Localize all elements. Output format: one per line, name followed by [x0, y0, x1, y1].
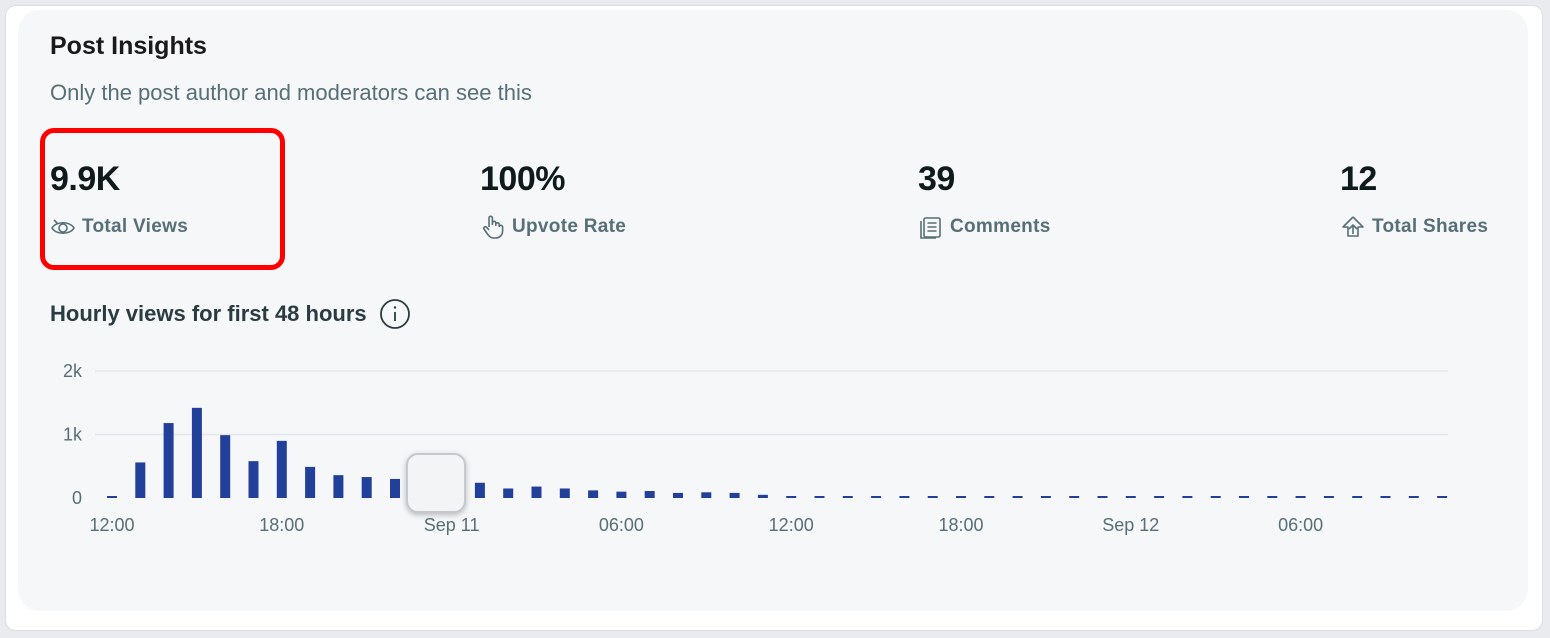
x-tick-label: 06:00 [1278, 515, 1323, 535]
y-tick-label: 0 [72, 488, 82, 508]
hand-pointer-icon [480, 214, 506, 240]
x-tick-label: Sep 12 [1102, 515, 1159, 535]
page-title: Post Insights [50, 32, 207, 60]
chart-bar[interactable] [1210, 496, 1221, 498]
chart-bar[interactable] [956, 496, 966, 498]
chart-bar[interactable] [616, 491, 627, 498]
post-insights-card [18, 10, 1528, 611]
chart-bar[interactable] [191, 407, 202, 498]
chart-bar[interactable] [276, 440, 287, 498]
y-tick-label: 2k [63, 361, 83, 381]
chart-bar[interactable] [927, 496, 938, 498]
chart-bar[interactable] [984, 496, 995, 498]
comments-icon [918, 214, 944, 240]
chart-hover-handle[interactable] [406, 453, 466, 513]
stat-label: Comments [950, 216, 1051, 237]
chart-bar[interactable] [786, 496, 797, 498]
chart-bar[interactable] [559, 488, 570, 498]
chart-bar[interactable] [163, 423, 174, 498]
chart-heading: Hourly views for first 48 hours [50, 298, 411, 330]
chart-bar[interactable] [390, 478, 400, 498]
chart-bar[interactable] [1154, 496, 1165, 498]
chart-bar[interactable] [107, 496, 117, 498]
chart-bar[interactable] [248, 461, 259, 498]
stat-value: 39 [918, 160, 955, 198]
chart-bar[interactable] [135, 462, 146, 498]
chart-bar[interactable] [1040, 496, 1051, 498]
x-tick-label: 18:00 [259, 515, 304, 535]
chart-bar[interactable] [842, 496, 853, 498]
stat-value: 100% [480, 160, 565, 198]
chart-bar[interactable] [644, 491, 655, 498]
chart-bar[interactable] [503, 488, 514, 498]
hourly-views-chart: 0 1k 2k 12:00 18:00 Sep 11 06:00 12:00 18:00 Sep … [63, 361, 1448, 535]
chart-bar[interactable] [701, 492, 712, 498]
chart-bar[interactable] [1323, 496, 1334, 498]
chart-bar[interactable] [1437, 496, 1448, 498]
chart-bar[interactable] [333, 475, 344, 498]
highlight-box-total-views [40, 128, 285, 270]
chart-bar[interactable] [1408, 496, 1419, 498]
chart-bar[interactable] [588, 490, 599, 498]
chart-bar[interactable] [1125, 496, 1136, 498]
x-tick-label: Sep 11 [424, 515, 480, 535]
stat-comments: 39 Comments [918, 160, 1050, 239]
stat-value: 12 [1340, 160, 1377, 198]
stat-label: Total Views [82, 216, 189, 237]
chart-bar[interactable] [305, 466, 316, 498]
chart-bar[interactable] [757, 494, 768, 498]
chart-bar[interactable] [531, 486, 542, 498]
eye-icon [50, 214, 76, 240]
chart-bar[interactable] [1267, 496, 1278, 498]
chart-bar[interactable] [1182, 496, 1193, 498]
stat-total-views: 9.9K Total Views [50, 160, 188, 237]
chart-bar[interactable] [1380, 496, 1391, 498]
chart-bar[interactable] [1012, 496, 1023, 498]
stat-total-shares: 12 Total Shares [1340, 160, 1488, 237]
share-arrow-icon [1340, 214, 1366, 240]
chart-bar[interactable] [361, 477, 372, 498]
chart-bar[interactable] [899, 496, 910, 498]
x-tick-label: 12:00 [769, 515, 814, 535]
chart-bar[interactable] [1069, 496, 1080, 498]
chart-bar[interactable] [1352, 496, 1363, 498]
info-icon[interactable] [379, 298, 411, 330]
stat-label: Upvote Rate [512, 216, 627, 237]
x-tick-label: 12:00 [89, 515, 134, 535]
stat-value: 9.9K [50, 160, 120, 198]
stat-upvote-rate: 100% Upvote Rate [480, 160, 626, 239]
chart-bar[interactable] [220, 435, 231, 498]
y-tick-label: 1k [63, 425, 83, 445]
page-subtitle: Only the post author and moderators can … [50, 80, 532, 105]
chart-title: Hourly views for first 48 hours [50, 301, 367, 326]
chart-bar[interactable] [729, 492, 740, 498]
x-tick-label: 18:00 [938, 515, 983, 535]
chart-bar[interactable] [1239, 496, 1249, 498]
stat-label: Total Shares [1372, 216, 1489, 237]
chart-bar[interactable] [814, 496, 825, 498]
x-tick-label: 06:00 [599, 515, 644, 535]
chart-bar[interactable] [673, 492, 683, 498]
chart-bar[interactable] [474, 482, 485, 498]
chart-bar[interactable] [1295, 496, 1306, 498]
chart-bar[interactable] [1097, 496, 1108, 498]
chart-bar[interactable] [871, 496, 882, 498]
